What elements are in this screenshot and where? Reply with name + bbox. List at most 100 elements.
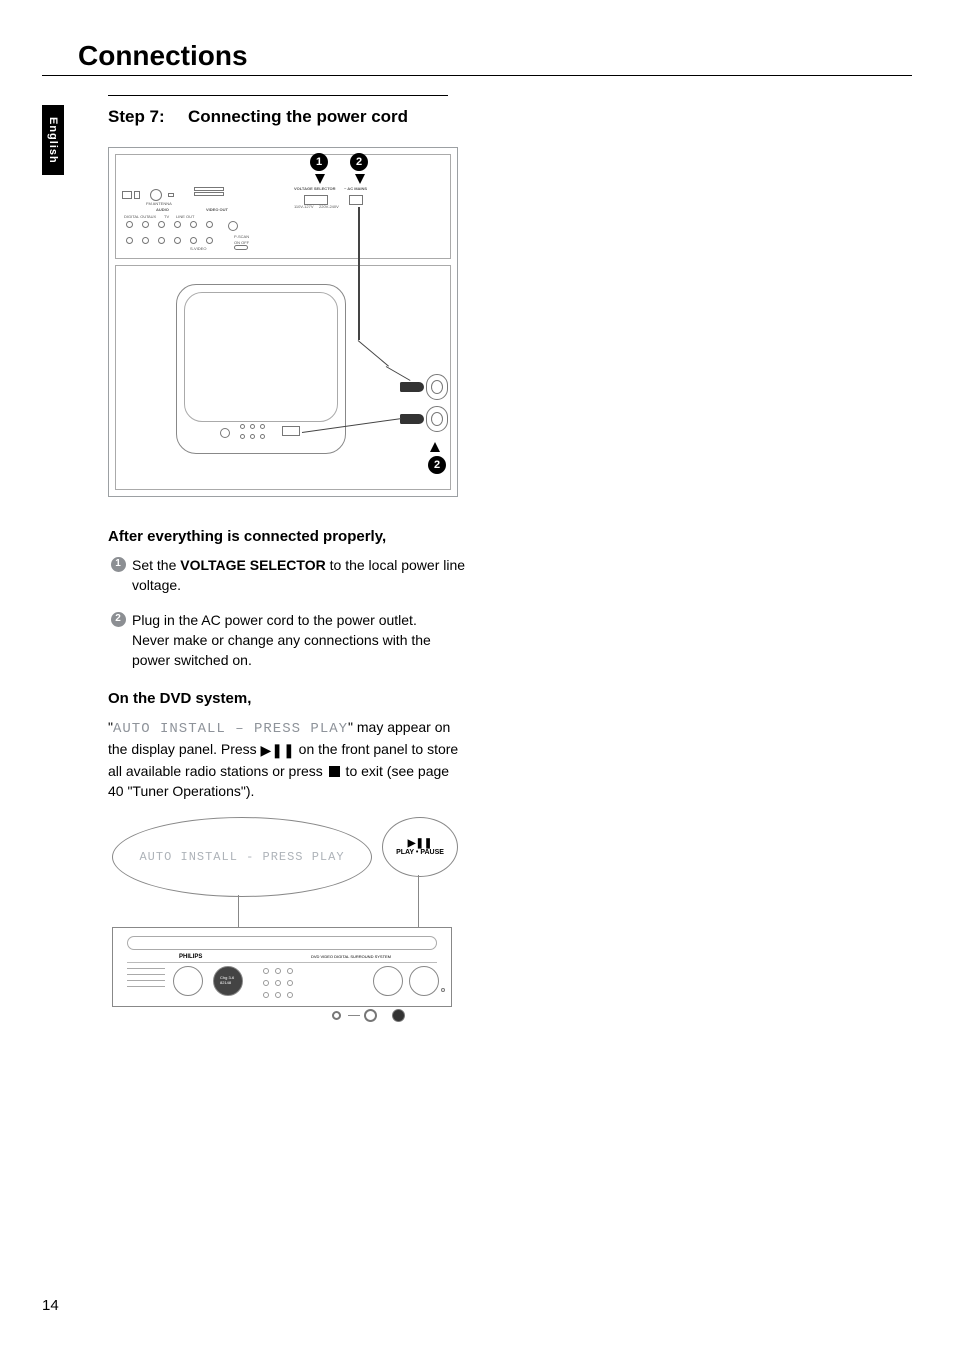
step-2-line2: Never make or change any connections wit… — [132, 632, 431, 668]
tv-jack — [260, 434, 265, 439]
jack — [228, 221, 238, 231]
bullet-2-icon: 2 — [111, 612, 126, 627]
balloon-lcd-text: AUTO INSTALL - PRESS PLAY — [139, 850, 344, 864]
power-diagram: 1 2 VOLTAGE SELECTOR ~ AC MAINS 110V-127… — [108, 147, 458, 497]
button — [263, 980, 269, 986]
step-2-item: 2 Plug in the AC power cord to the power… — [108, 610, 468, 671]
page-number: 14 — [42, 1297, 59, 1314]
tv-jack — [240, 424, 245, 429]
lcd-text: AUTO INSTALL – PRESS PLAY — [113, 721, 348, 737]
tv-jack — [260, 424, 265, 429]
tv-jack — [250, 424, 255, 429]
svideo-label: S-VIDEO — [190, 247, 206, 251]
step-1-pre: Set the — [132, 557, 180, 573]
after-connected-heading: After everything is connected properly, — [108, 527, 468, 547]
tv-label: TV — [164, 215, 169, 219]
play-pause-icon: ▶❚❚ — [261, 740, 295, 760]
jack — [126, 221, 133, 228]
connector — [168, 193, 174, 197]
tv-screen — [184, 292, 338, 422]
video-out-label: VIDEO OUT — [206, 208, 228, 212]
drawer-line — [127, 974, 165, 975]
led — [441, 988, 445, 992]
step-rule — [108, 95, 448, 96]
arrow-icon — [315, 174, 325, 184]
step-title: Connecting the power cord — [188, 106, 468, 129]
front-jacks — [298, 1009, 448, 1023]
display-balloon: AUTO INSTALL - PRESS PLAY — [112, 817, 372, 897]
play-pause-label: PLAY • PAUSE — [396, 849, 444, 856]
voltage-switch — [304, 195, 328, 205]
language-tab: English — [42, 105, 64, 175]
v220-label: 220V-240V — [319, 205, 339, 209]
step-heading: Step 7: Connecting the power cord — [108, 106, 468, 129]
connector — [150, 189, 162, 201]
dvd-rear-panel: 1 2 VOLTAGE SELECTOR ~ AC MAINS 110V-127… — [115, 154, 451, 259]
jack — [206, 221, 213, 228]
dvd-system-heading: On the DVD system, — [108, 689, 468, 709]
line-out-label: LINE OUT — [176, 215, 194, 219]
page-title: Connections — [78, 40, 248, 72]
tv-jack — [240, 434, 245, 439]
button — [287, 980, 293, 986]
button — [275, 968, 281, 974]
step-label: Step 7: — [108, 106, 188, 129]
step-1-text: Set the VOLTAGE SELECTOR to the local po… — [128, 555, 468, 596]
source-knob: Chg 3-682148 — [213, 966, 243, 996]
voltage-selector-bold: VOLTAGE SELECTOR — [180, 557, 325, 573]
tv-jack — [250, 434, 255, 439]
jack — [158, 237, 165, 244]
front-panel-diagram: AUTO INSTALL - PRESS PLAY ▶❚❚ PLAY • PAU… — [108, 817, 458, 1037]
jack — [158, 221, 165, 228]
dvd-system-para: "AUTO INSTALL – PRESS PLAY" may appear o… — [108, 717, 468, 801]
stop-icon — [329, 766, 340, 777]
button — [287, 992, 293, 998]
power-cord — [386, 366, 411, 381]
audio-label: AUDIO — [156, 208, 169, 212]
drawer-line — [127, 980, 165, 981]
title-rule — [42, 75, 912, 76]
v110-label: 110V-127V — [294, 205, 314, 209]
step-2-line1: Plug in the AC power cord to the power o… — [132, 612, 417, 628]
button — [263, 992, 269, 998]
bullet-1-icon: 1 — [111, 557, 126, 572]
brand-label: PHILIPS — [179, 954, 202, 960]
model-label: DVD VIDEO DIGITAL SURROUND SYSTEM — [311, 954, 391, 959]
tv-ac-inlet — [282, 426, 300, 436]
button — [287, 968, 293, 974]
volume-knob — [409, 966, 439, 996]
aux-label: AUX — [148, 215, 156, 219]
switch — [234, 245, 248, 250]
button — [275, 992, 281, 998]
knob — [173, 966, 203, 996]
divider — [127, 962, 437, 963]
ac-mains-label: ~ AC MAINS — [344, 187, 367, 191]
arrow-icon — [355, 174, 365, 184]
step-1-item: 1 Set the VOLTAGE SELECTOR to the local … — [108, 555, 468, 596]
arrow-icon — [430, 442, 440, 452]
callout-2: 2 — [350, 153, 368, 171]
callout-2-bottom: 2 — [428, 456, 446, 474]
connector — [194, 187, 224, 191]
power-cord — [358, 207, 360, 260]
button — [275, 980, 281, 986]
jack — [126, 237, 133, 244]
play-pause-balloon: ▶❚❚ PLAY • PAUSE — [382, 817, 458, 877]
power-plug — [400, 414, 424, 424]
ac-inlet — [349, 195, 363, 205]
step-2-text: Plug in the AC power cord to the power o… — [128, 610, 468, 671]
power-plug — [400, 382, 424, 392]
power-cord — [358, 340, 389, 366]
callout-1: 1 — [310, 153, 328, 171]
drawer-line — [127, 986, 165, 987]
voltage-selector-label: VOLTAGE SELECTOR — [294, 187, 336, 191]
jack — [142, 221, 149, 228]
power-cord — [358, 260, 360, 340]
jack — [142, 237, 149, 244]
fm-antenna-label: FM ANTENNA — [146, 202, 172, 206]
jack — [190, 237, 197, 244]
knob — [373, 966, 403, 996]
instructions-body: After everything is connected properly, … — [108, 527, 468, 1037]
content-column: Step 7: Connecting the power cord 1 2 VO… — [108, 95, 468, 1037]
display-bar — [127, 936, 437, 950]
